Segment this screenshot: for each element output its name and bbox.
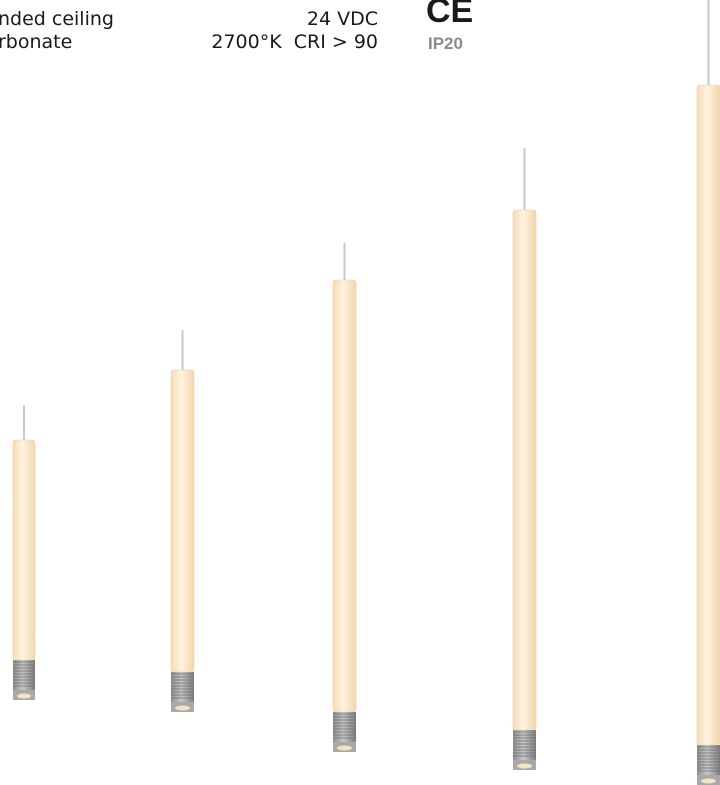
lens [337,745,352,751]
ip-rating: IP20 [428,34,463,53]
voltage-text: 24 VDC [307,8,378,30]
lens [17,693,31,699]
light-text: 2700°K CRI > 90 [211,31,378,53]
tube [170,369,195,673]
tube [12,439,36,661]
tube [332,279,357,713]
material-text: rbonate [0,31,72,53]
pendants [12,0,720,785]
tube [512,209,537,731]
ce-mark: CE [426,0,473,30]
lens [175,705,190,711]
tube [696,84,720,746]
mounting-text: nded ceiling [0,8,114,30]
lens [517,763,532,769]
lens [701,778,716,784]
